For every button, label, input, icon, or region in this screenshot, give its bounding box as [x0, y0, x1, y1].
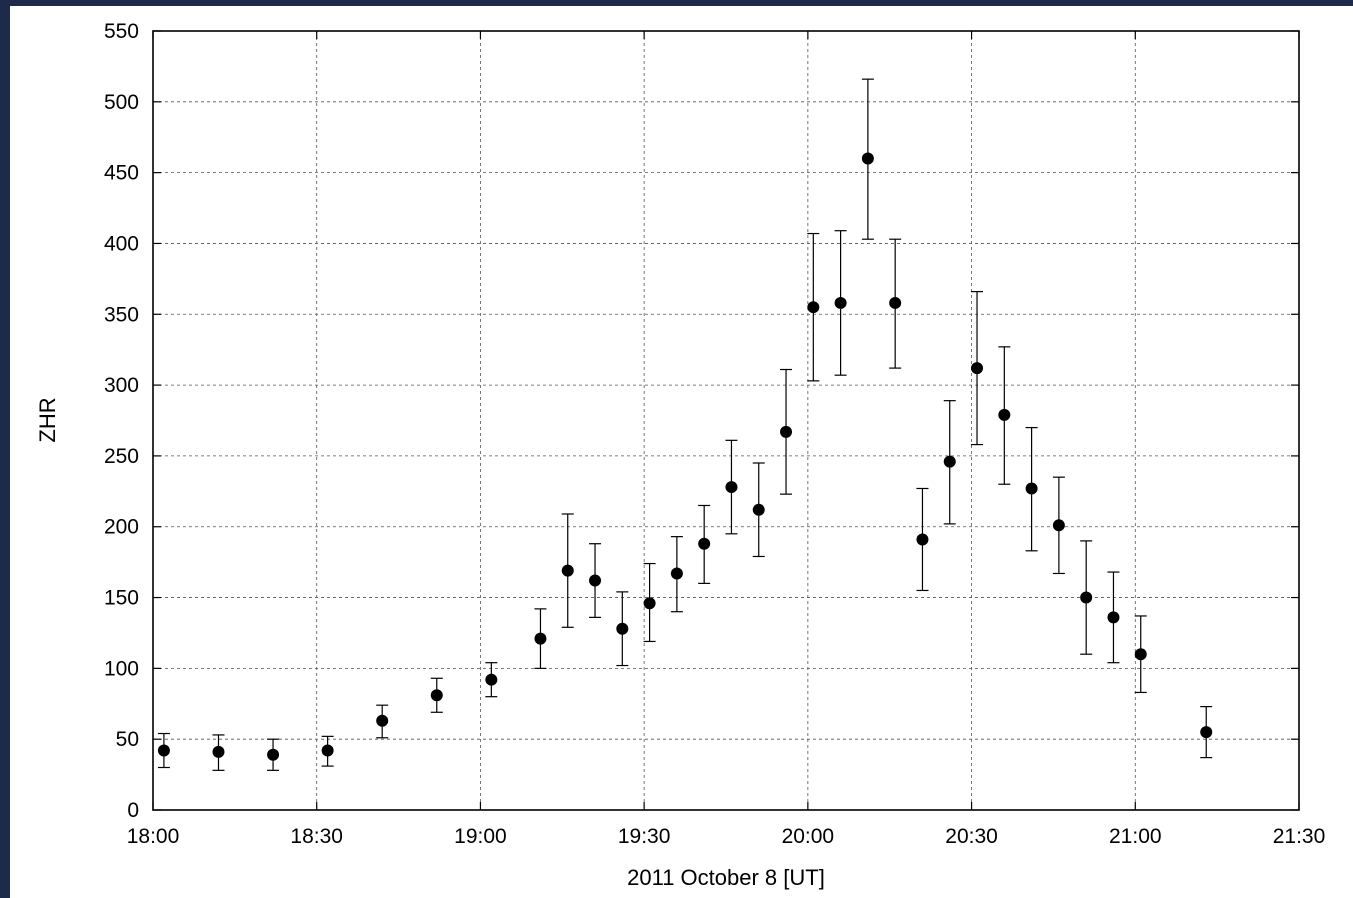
- chart-frame: 0 50 100 150 200 250 300 350 400 450 500 550 18:00 1…: [10, 6, 1353, 898]
- data-point: [321, 735, 334, 767]
- y-axis-ticks: 0 50 100 150 200 250 300 350 400 450 500 550: [104, 20, 1299, 822]
- x-tick-label: 19:00: [454, 825, 507, 848]
- data-marker: [998, 408, 1011, 421]
- data-marker: [376, 714, 389, 727]
- data-point: [534, 608, 547, 669]
- data-marker: [561, 564, 574, 577]
- data-point: [780, 368, 793, 495]
- x-tick-label: 19:30: [618, 825, 671, 848]
- y-tick-label: 100: [104, 657, 139, 680]
- data-marker: [861, 152, 874, 165]
- data-marker: [1107, 611, 1120, 624]
- data-point: [998, 346, 1011, 485]
- data-point: [752, 462, 765, 558]
- data-marker: [916, 533, 929, 546]
- data-marker: [752, 503, 765, 516]
- x-tick-label: 18:30: [290, 825, 343, 848]
- data-point: [670, 536, 683, 613]
- plot-area-border: [152, 30, 1300, 811]
- data-marker: [485, 673, 498, 686]
- x-tick-label: 21:30: [1273, 825, 1326, 848]
- data-point: [267, 738, 280, 771]
- data-marker: [267, 748, 280, 761]
- data-marker: [1025, 482, 1038, 495]
- data-point: [1107, 571, 1120, 664]
- data-point: [616, 591, 629, 667]
- data-point: [971, 291, 984, 446]
- y-tick-label: 200: [104, 516, 139, 539]
- data-marker: [698, 537, 711, 550]
- y-tick-label: 450: [104, 162, 139, 185]
- data-point: [157, 732, 170, 769]
- x-axis-ticks: 18:00 18:30 19:00 19:30 20:00 20:30 21:00 21:30: [127, 31, 1326, 848]
- data-point: [1025, 426, 1038, 552]
- y-axis-title: ZHR: [35, 397, 60, 442]
- y-tick-label: 400: [104, 232, 139, 255]
- data-marker: [670, 567, 683, 580]
- data-marker: [780, 425, 793, 438]
- data-marker: [212, 745, 225, 758]
- data-marker: [616, 622, 629, 635]
- data-marker: [321, 744, 334, 757]
- data-marker: [157, 744, 170, 757]
- data-marker: [971, 362, 984, 375]
- data-point: [916, 487, 929, 592]
- data-point: [643, 562, 656, 643]
- data-marker: [834, 296, 847, 309]
- data-marker: [725, 481, 738, 494]
- y-tick-label: 50: [116, 728, 139, 751]
- x-tick-label: 21:00: [1109, 825, 1162, 848]
- data-point: [1052, 476, 1065, 575]
- data-point: [943, 400, 956, 525]
- data-point: [212, 734, 225, 771]
- x-tick-label: 18:00: [127, 825, 180, 848]
- data-point: [889, 238, 902, 369]
- data-marker: [889, 296, 902, 309]
- data-marker: [1080, 591, 1093, 604]
- data-point: [1200, 706, 1213, 759]
- data-points: [157, 78, 1213, 771]
- data-marker: [643, 597, 656, 610]
- data-point: [1134, 615, 1147, 694]
- data-point: [861, 78, 874, 240]
- data-point: [561, 513, 574, 628]
- data-marker: [943, 455, 956, 468]
- data-marker: [1134, 648, 1147, 661]
- y-tick-label: 150: [104, 587, 139, 610]
- x-axis-title: 2011 October 8 [UT]: [627, 865, 825, 890]
- y-tick-label: 350: [104, 303, 139, 326]
- data-point: [376, 704, 389, 739]
- data-marker: [1052, 519, 1065, 532]
- data-marker: [1200, 726, 1213, 739]
- data-point: [589, 543, 602, 618]
- data-marker: [534, 632, 547, 645]
- data-point: [485, 662, 498, 698]
- data-marker: [807, 301, 820, 314]
- data-point: [698, 504, 711, 584]
- grid-lines: [153, 31, 1299, 810]
- y-tick-label: 0: [127, 799, 139, 822]
- y-tick-label: 500: [104, 91, 139, 114]
- data-marker: [589, 574, 602, 587]
- data-point: [1080, 540, 1093, 655]
- data-point: [430, 677, 443, 713]
- y-tick-label: 550: [104, 20, 139, 43]
- x-tick-label: 20:00: [782, 825, 835, 848]
- data-point: [725, 439, 738, 535]
- y-tick-label: 300: [104, 374, 139, 397]
- y-tick-label: 250: [104, 445, 139, 468]
- data-point: [834, 230, 847, 376]
- x-tick-label: 20:30: [945, 825, 998, 848]
- data-point: [807, 232, 820, 382]
- data-marker: [430, 689, 443, 702]
